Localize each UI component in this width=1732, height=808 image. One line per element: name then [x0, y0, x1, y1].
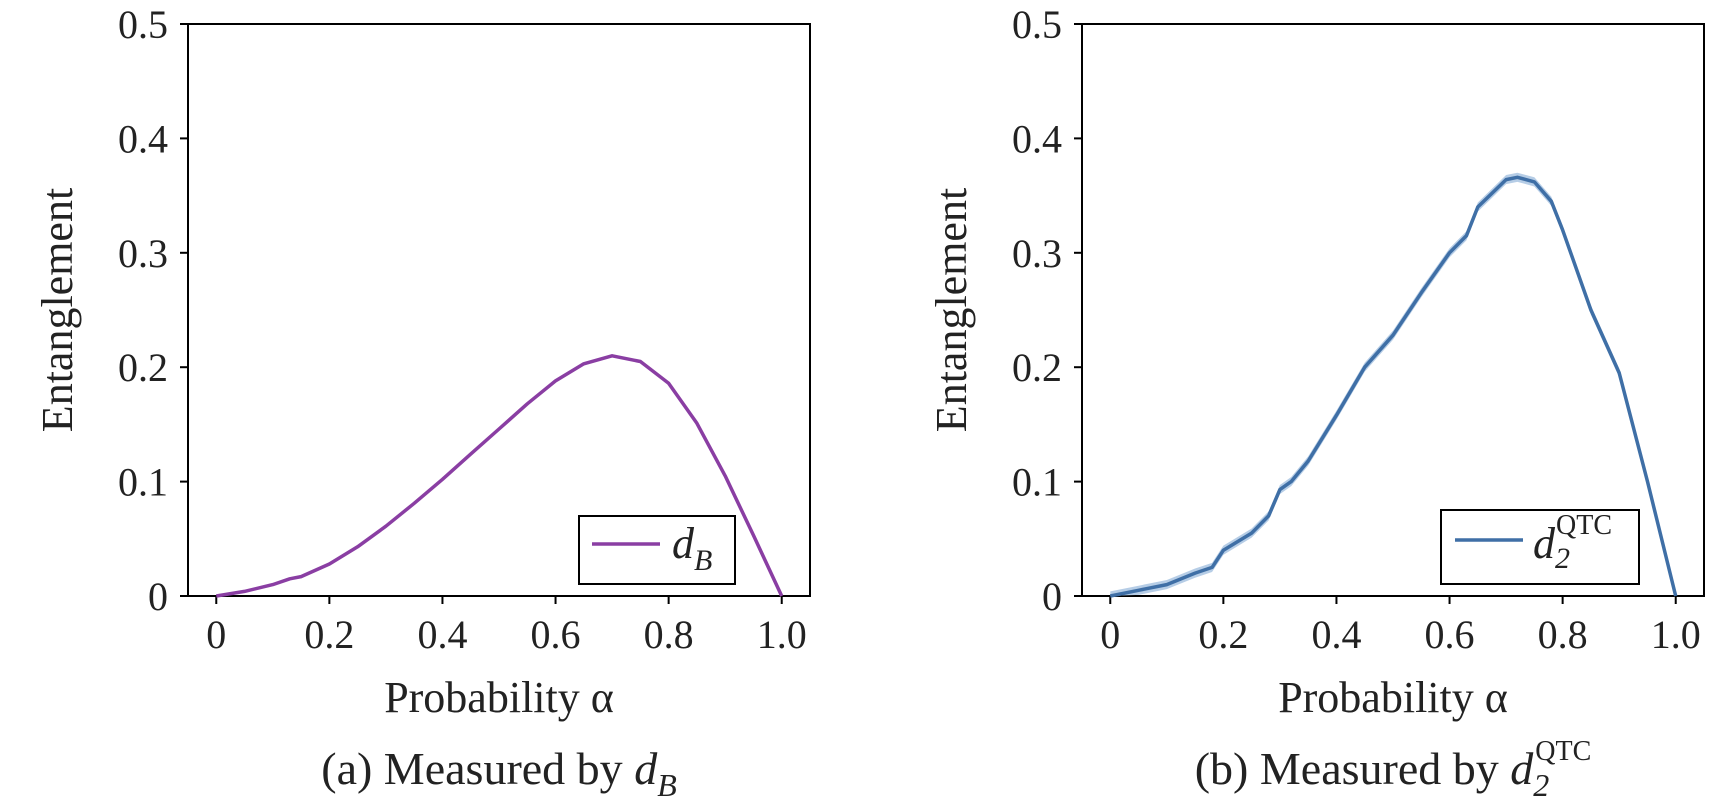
- y-tick-label: 0.4: [118, 116, 168, 161]
- x-tick-label: 0.8: [644, 612, 694, 657]
- y-tick-label: 0.5: [1012, 2, 1062, 47]
- series-line: [1109, 175, 1678, 598]
- series-b: [1109, 175, 1678, 598]
- legend-label-a: dB: [672, 519, 712, 577]
- y-tick-label: 0.4: [1012, 116, 1062, 161]
- y-tick-label: 0.2: [118, 345, 168, 390]
- x-tick-label: 1.0: [757, 612, 807, 657]
- x-tick-label: 0.2: [304, 612, 354, 657]
- y-tick-label: 0.3: [1012, 231, 1062, 276]
- x-tick-label: 0: [206, 612, 226, 657]
- x-ticks-b: 0 0.2 0.4 0.6 0.8 1.0: [1100, 596, 1701, 657]
- panel-b: 0 0.2 0.4 0.6 0.8 1.0 0 0.1 0.2 0.3 0.4 0.5 Probab…: [927, 2, 1705, 803]
- y-axis-label-b: Entanglement: [927, 188, 976, 432]
- y-ticks-b: 0 0.1 0.2 0.3 0.4 0.5: [1012, 2, 1082, 619]
- x-tick-label: 1.0: [1651, 612, 1701, 657]
- series-a: [216, 354, 784, 598]
- x-tick-label: 0.4: [1311, 612, 1361, 657]
- plot-frame-b: [1081, 23, 1705, 597]
- caption-b: (b) Measured by d2QTC: [1195, 736, 1592, 803]
- x-tick-label: 0.8: [1538, 612, 1588, 657]
- x-tick-label: 0.2: [1198, 612, 1248, 657]
- y-tick-label: 0: [1042, 574, 1062, 619]
- y-ticks-a: 0 0.1 0.2 0.3 0.4 0.5: [118, 2, 188, 619]
- legend-box-b: [1440, 509, 1640, 585]
- y-tick-label: 0: [148, 574, 168, 619]
- series-line: [216, 354, 784, 598]
- y-tick-label: 0.2: [1012, 345, 1062, 390]
- x-tick-label: 0: [1100, 612, 1120, 657]
- x-axis-label-b: Probability α: [1278, 673, 1508, 722]
- x-tick-label: 0.6: [531, 612, 581, 657]
- plot-frame-a: [187, 23, 811, 597]
- y-tick-label: 0.5: [118, 2, 168, 47]
- x-tick-label: 0.6: [1425, 612, 1475, 657]
- x-ticks-a: 0 0.2 0.4 0.6 0.8 1.0: [206, 596, 807, 657]
- y-tick-label: 0.1: [118, 460, 168, 505]
- legend-label-b: d2QTC: [1533, 510, 1612, 575]
- x-tick-label: 0.4: [417, 612, 467, 657]
- panel-a: 0 0.2 0.4 0.6 0.8 1.0 0 0.1 0.2 0.3 0.4 0.5 Probab…: [33, 2, 811, 803]
- caption-a: (a) Measured by dB: [321, 743, 676, 803]
- legend-b: d2QTC: [1440, 509, 1640, 585]
- legend-box-a: [578, 515, 736, 585]
- y-tick-label: 0.1: [1012, 460, 1062, 505]
- y-axis-label-a: Entanglement: [33, 188, 82, 432]
- y-tick-label: 0.3: [118, 231, 168, 276]
- legend-a: dB: [578, 515, 736, 585]
- x-axis-label-a: Probability α: [384, 673, 614, 722]
